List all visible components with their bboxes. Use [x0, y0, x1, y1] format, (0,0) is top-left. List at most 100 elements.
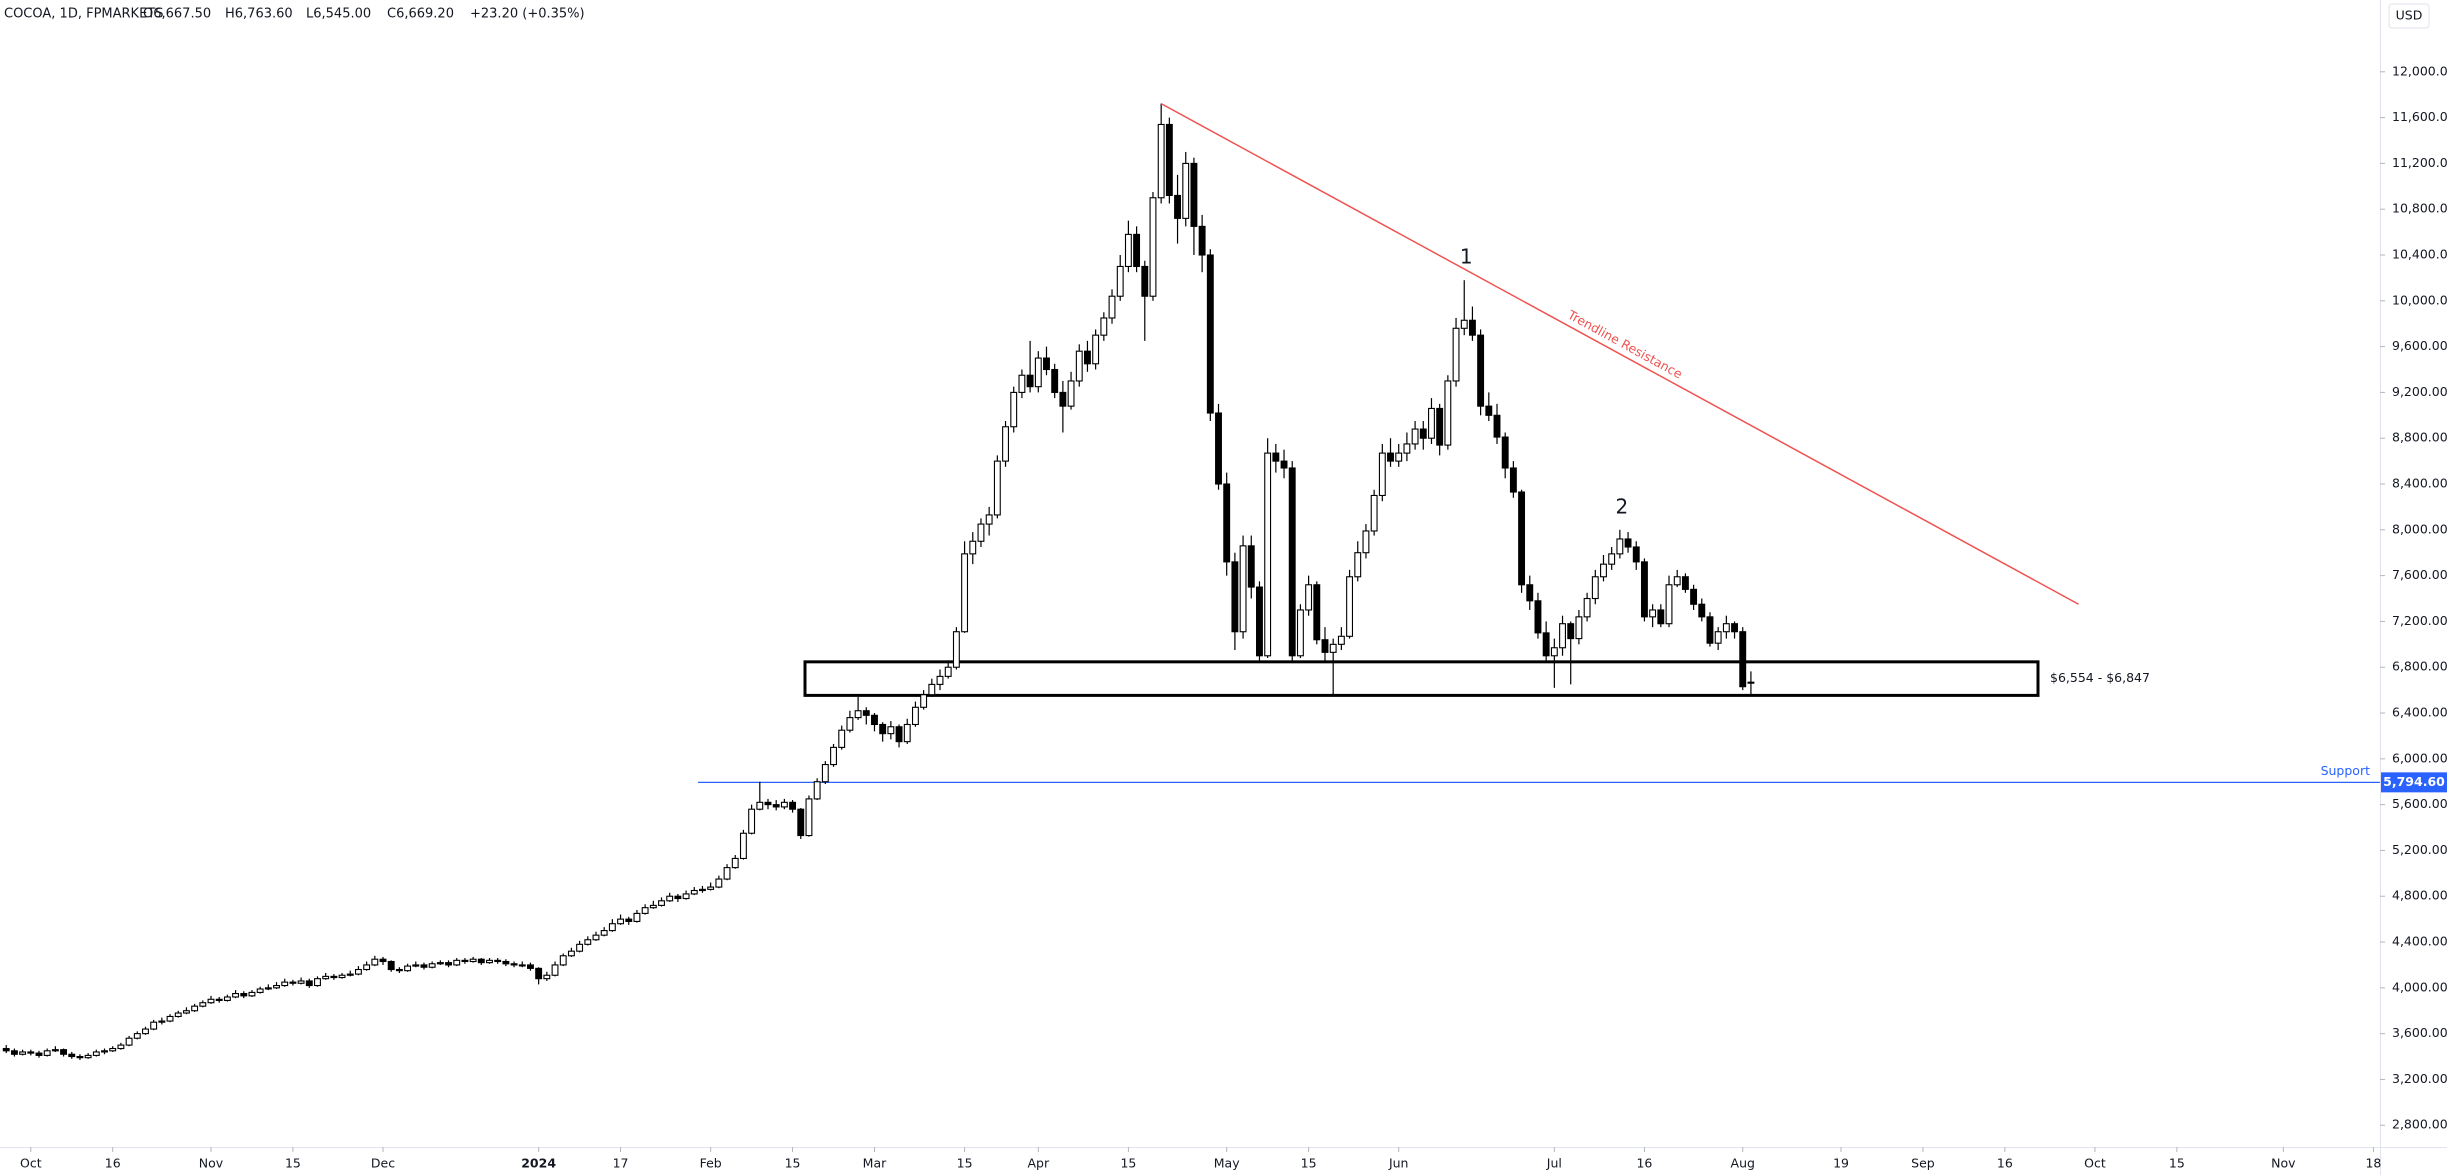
candle-body [1640, 561, 1648, 618]
x-tick-label: 18 [2365, 1156, 2381, 1171]
candle-body [215, 998, 223, 1001]
x-tick-label: 15 [785, 1156, 801, 1171]
candle-body [387, 960, 395, 971]
y-tick-label: 11,600.00 [2392, 109, 2447, 124]
candle-body [862, 710, 870, 716]
y-tick-label: 2,800.00 [2392, 1117, 2447, 1132]
candle-body [764, 801, 772, 806]
candle-body [477, 958, 485, 964]
x-tick-label: 16 [105, 1156, 121, 1171]
support-zone [803, 660, 2040, 697]
x-tick-label: 2024 [521, 1156, 556, 1171]
candle-body [1215, 412, 1222, 485]
y-tick-label: 8,800.00 [2392, 430, 2447, 445]
candle-body [1485, 405, 1493, 416]
candle-body [1190, 162, 1198, 227]
candle-body [920, 694, 928, 708]
candle-body [1362, 530, 1370, 554]
candle-body [854, 710, 862, 719]
x-tick-label: Jul [1546, 1156, 1562, 1171]
candle-body [84, 1054, 92, 1059]
candle-body [903, 723, 911, 743]
currency[interactable]: USD [2396, 8, 2423, 23]
candle-body [1444, 380, 1452, 446]
candle-body [199, 1002, 207, 1007]
candle-body [1272, 452, 1280, 462]
candle-body [1493, 414, 1501, 438]
candle-body [985, 514, 993, 525]
candle-body [436, 962, 444, 965]
candle-body [518, 964, 526, 967]
legend-header: COCOA, 1D, FPMARKETS O6,667.50 H6,763.60… [4, 7, 585, 22]
candle-body [330, 975, 338, 979]
x-tick-label: Jun [1388, 1156, 1409, 1171]
x-tick-label: Dec [371, 1156, 395, 1171]
candle-body [1337, 635, 1345, 645]
candle-body [1411, 428, 1419, 445]
candle-body [895, 726, 903, 743]
candle-body [649, 904, 657, 909]
y-tick-label: 7,600.00 [2392, 567, 2447, 582]
y-tick-label: 8,400.00 [2392, 476, 2447, 491]
candle-body [68, 1053, 76, 1058]
ohlc-close: C6,669.20 [387, 7, 454, 22]
candle-body [289, 981, 297, 984]
candle-body [248, 991, 256, 997]
candle-body [1157, 123, 1165, 199]
candle-body [527, 964, 534, 969]
candle-body [1550, 647, 1558, 657]
candle-body [510, 963, 518, 966]
support-price-tag [2381, 772, 2447, 793]
candle-body [748, 808, 756, 834]
candle-body [1174, 194, 1181, 219]
candle-body [1632, 546, 1640, 563]
candle-body [1706, 616, 1714, 644]
candle-body [543, 974, 551, 980]
candle-body [1182, 162, 1190, 219]
candle-body [1419, 428, 1427, 439]
candle-body [182, 1010, 190, 1014]
candle-body [1116, 265, 1124, 297]
candle-body [1264, 452, 1272, 657]
candle-body [125, 1037, 133, 1046]
candle-body [1608, 553, 1616, 565]
candle-body [453, 959, 461, 966]
candle-body [731, 857, 739, 869]
ohlc-open: O6,667.50 [143, 7, 211, 22]
y-tick-label: 10,800.00 [2392, 201, 2447, 216]
candle-body [1100, 317, 1108, 336]
currency-box[interactable] [2388, 3, 2430, 29]
candle-body [838, 729, 846, 748]
candle-body [1428, 407, 1435, 439]
candle-body [379, 958, 387, 963]
candle-body [535, 967, 543, 980]
candle-body [1591, 576, 1599, 600]
candle-body [314, 978, 321, 987]
candle-body [461, 959, 469, 963]
y-tick-label: 11,200.00 [2392, 155, 2447, 170]
candle-body [1624, 538, 1632, 548]
candle-body [780, 801, 788, 808]
candle-body [608, 923, 616, 932]
candle-body [1468, 319, 1476, 336]
candle-body [133, 1033, 141, 1039]
ohlc-low: L6,545.00 [306, 7, 371, 22]
candle-body [1739, 631, 1747, 688]
candle-body [1256, 586, 1263, 657]
candle-body [1477, 334, 1485, 407]
candle-body [1108, 295, 1116, 319]
y-tick-label: 9,200.00 [2392, 384, 2447, 399]
candle-body [428, 963, 436, 968]
candle-body [51, 1049, 59, 1052]
candle-body [658, 900, 665, 906]
candle-body [240, 993, 248, 997]
candle-body [150, 1021, 158, 1030]
candle-body [1526, 584, 1534, 602]
candle-body [1198, 225, 1206, 256]
candle-body [166, 1015, 174, 1022]
candle-body [502, 960, 510, 965]
candle-body [256, 988, 264, 993]
candle-body [191, 1005, 199, 1012]
